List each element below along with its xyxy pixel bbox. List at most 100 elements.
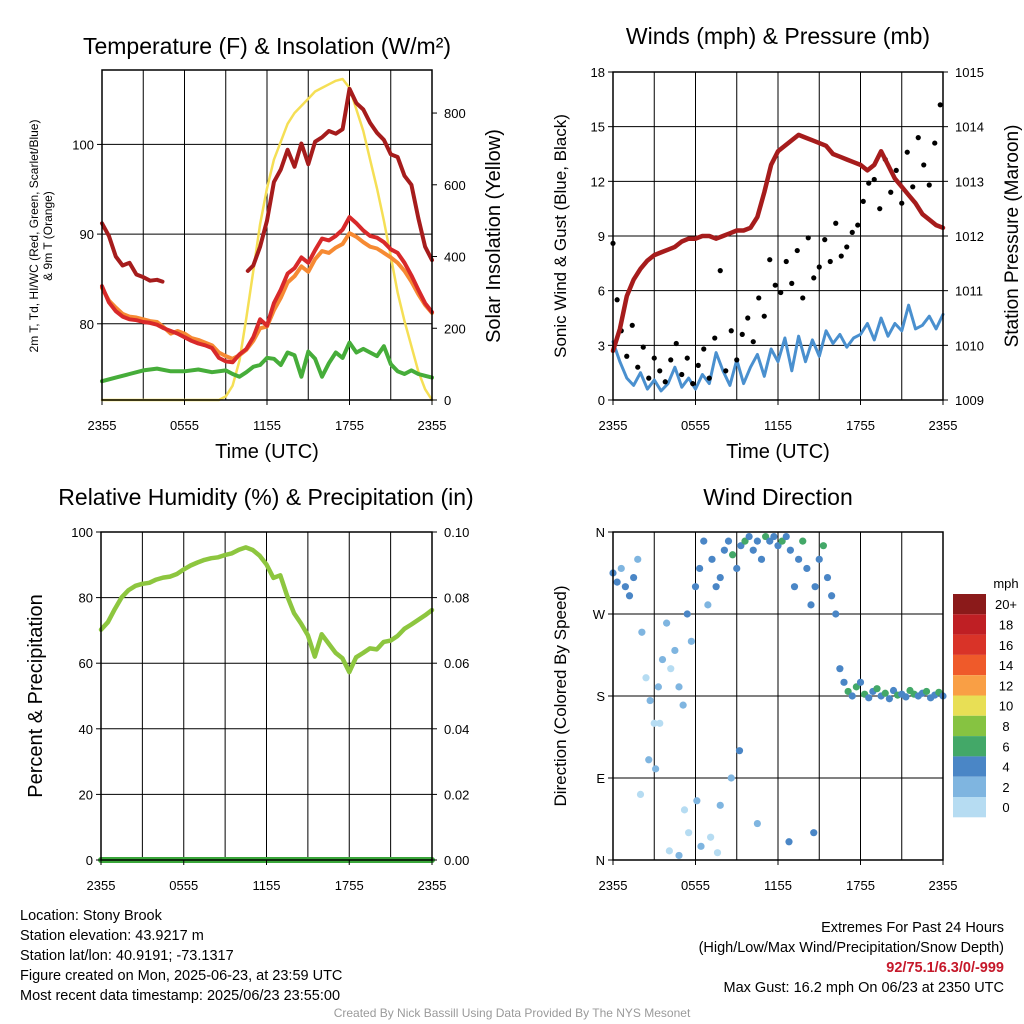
y2-tick-label: 400: [444, 250, 466, 265]
wind-direction-point: [646, 696, 654, 705]
gust-point: [646, 375, 652, 381]
x-tick-label: 1155: [253, 418, 281, 433]
speed-colorbar: mph 20+ 18 16 14 12 10 8 6 4 2 0: [953, 576, 1019, 818]
gust-point: [772, 282, 778, 288]
wind-direction-point: [823, 573, 832, 582]
x-tick-label: 0555: [170, 418, 199, 433]
wind-direction-point: [671, 646, 679, 655]
gust-point: [651, 355, 657, 361]
wind-direction-point: [724, 537, 733, 545]
y-tick-label: 9: [598, 229, 605, 244]
gust-point: [855, 222, 861, 228]
extremes-block: Extremes For Past 24 Hours (High/Low/Max…: [699, 918, 1004, 998]
gust-point: [734, 357, 740, 363]
y2-tick-label: 1013: [955, 174, 984, 189]
gust-point: [816, 264, 822, 270]
colorbar-label: 4: [1002, 760, 1009, 775]
y-tick-label: 12: [591, 174, 605, 189]
y2-tick-label: 0: [444, 393, 451, 408]
gust-point: [910, 184, 916, 190]
wind-direction-point: [617, 564, 625, 573]
wind-direction-point: [840, 678, 848, 686]
colorbar-label: 2: [1002, 780, 1009, 795]
x-tick-label: 1755: [846, 418, 875, 433]
wind-direction-point: [650, 719, 658, 727]
wind-direction-point: [786, 546, 794, 554]
gust-point: [866, 180, 872, 186]
max-gust: Max Gust: 16.2 mph On 06/23 at 2350 UTC: [723, 980, 1004, 996]
wind-direction-point: [675, 683, 683, 691]
y-tick-label: N: [596, 853, 605, 868]
wind-direction-point: [636, 790, 645, 799]
series-2m-t-line: [100, 221, 165, 284]
wind-direction-point: [687, 637, 695, 645]
wind-direction-point: [693, 797, 701, 805]
x-tick-label: 1155: [253, 878, 281, 893]
wind-direction-point: [696, 564, 704, 573]
x-tick-label: 0555: [681, 418, 710, 433]
gust-point: [750, 339, 756, 345]
gust-point: [844, 244, 850, 250]
colorbar-label: 18: [999, 617, 1013, 632]
winds-panel: Winds (mph) & Pressure (mb) 0 3 6 9 12 15 18 10…: [551, 23, 1023, 463]
gust-point: [789, 280, 795, 286]
extremes-subheading: (High/Low/Max Wind/Precipitation/Snow De…: [698, 940, 1004, 956]
wind-direction-point: [613, 578, 621, 586]
y-tick-label: 3: [598, 338, 605, 353]
winds-chart-title: Winds (mph) & Pressure (mb): [626, 23, 930, 49]
gust-point: [723, 368, 729, 374]
x-tick-label: 2355: [929, 418, 958, 433]
y2-tick-label: 1011: [955, 284, 983, 299]
y2-tick-label: 1010: [955, 338, 984, 353]
gust-point: [624, 353, 630, 359]
wind-direction-point: [720, 546, 728, 554]
wind-direction-point: [634, 555, 642, 563]
wind-direction-point: [685, 829, 693, 837]
y2-tick-label: 1012: [955, 229, 984, 244]
figure-created: Figure created on Mon, 2025-06-23, at 23…: [20, 968, 343, 984]
gust-point: [871, 176, 877, 183]
colorbar-swatch: [953, 654, 986, 676]
gust-point: [926, 182, 932, 188]
y2-tick-label: 0.02: [444, 787, 469, 802]
wind-direction-point: [922, 687, 931, 696]
wind-direction-point: [683, 610, 691, 618]
colorbar-label: 12: [999, 678, 1013, 693]
wind-direction-point: [770, 532, 778, 541]
gust-point: [614, 297, 620, 303]
wind-direction-point: [680, 806, 689, 814]
wind-direction-point: [753, 537, 761, 545]
wind-direction-point: [667, 665, 675, 673]
wind-direction-point: [848, 692, 856, 700]
y-tick-label: 0: [86, 853, 93, 868]
series-hi-wc-line: [100, 215, 434, 365]
colorbar-swatch: [953, 797, 986, 818]
colorbar-label: 20+: [995, 597, 1017, 612]
wind-direction-point: [836, 665, 844, 673]
wind-direction-point: [785, 838, 793, 846]
colorbar-swatch: [953, 594, 986, 615]
station-elevation: Station elevation: 43.9217 m: [20, 928, 204, 944]
y-tick-label: N: [596, 525, 605, 540]
x-tick-label: 1155: [764, 878, 792, 893]
colorbar-label: 0: [1002, 800, 1009, 815]
y2-tick-label: 200: [444, 321, 466, 336]
x-tick-label: 2355: [88, 418, 117, 433]
wind-direction-point: [679, 701, 687, 709]
winds-x-axis-label: Time (UTC): [726, 441, 830, 463]
gust-point: [673, 340, 679, 347]
gust-point: [838, 253, 844, 259]
gust-point: [657, 368, 663, 374]
wind-direction-chart-title: Wind Direction: [703, 484, 853, 510]
x-tick-label: 1755: [335, 878, 364, 893]
y-tick-label: 80: [79, 591, 93, 606]
y2-tick-label: 600: [444, 178, 466, 193]
gust-point: [635, 364, 641, 370]
wind-direction-point: [625, 592, 634, 600]
colorbar-swatch: [953, 756, 986, 777]
wind-direction-point: [737, 542, 745, 550]
colorbar-label: 6: [1002, 739, 1009, 754]
wind-direction-point: [766, 537, 774, 545]
gust-point: [827, 258, 833, 265]
